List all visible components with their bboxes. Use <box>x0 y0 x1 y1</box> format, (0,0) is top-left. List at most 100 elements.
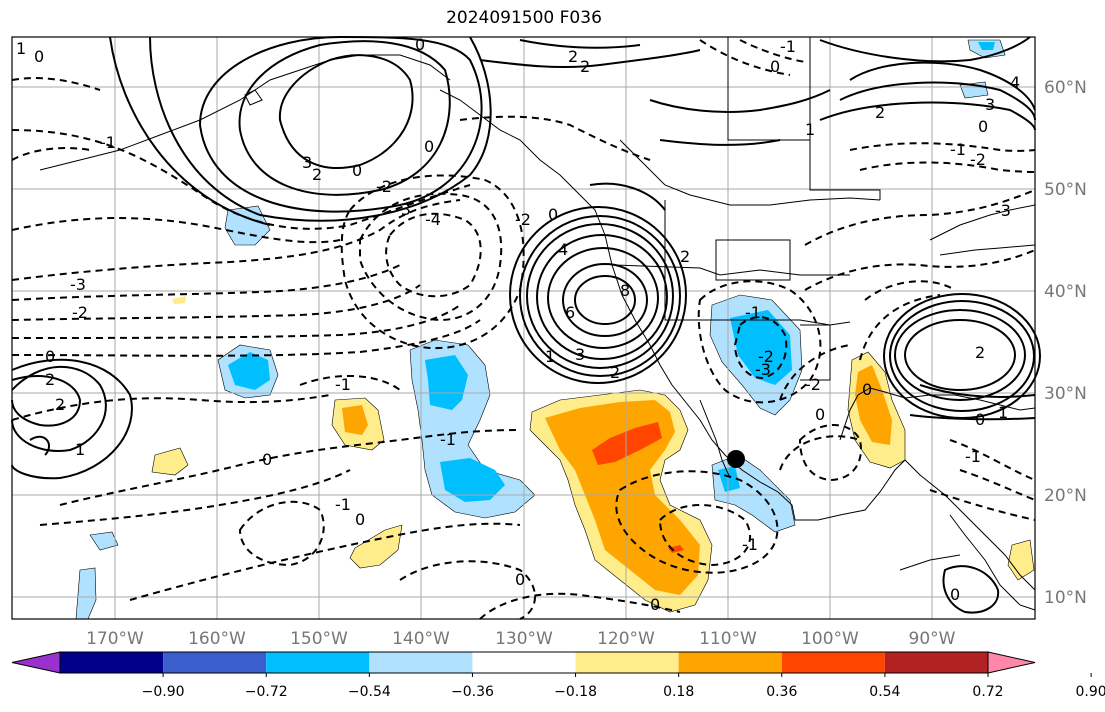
contour-label: 6 <box>565 303 575 322</box>
colorbar-swatch <box>266 652 370 673</box>
location-marker <box>727 450 745 468</box>
contour-label: 0 <box>355 510 365 529</box>
contour-label: 0 <box>650 595 660 614</box>
contour-label: 3 <box>575 345 585 364</box>
contour-label: 1 <box>75 440 85 459</box>
contour-label: -1 <box>745 303 761 322</box>
contour-label: -2 <box>758 347 774 366</box>
contour-label: 0 <box>424 137 434 156</box>
lat-axis-labels: 60°N 50°N 40°N 30°N 20°N 10°N <box>1044 78 1087 608</box>
contour-label: -3 <box>70 275 86 294</box>
colorbar-extend-low <box>11 651 61 674</box>
contour-label: 0 <box>978 117 988 136</box>
contour-label: -3 <box>755 360 771 379</box>
colorbar-tick-label: −0.72 <box>245 684 288 700</box>
contour-label: 8 <box>620 281 630 300</box>
colorbar-tick-label: 0.54 <box>869 684 900 700</box>
dashed-contours <box>11 39 1036 620</box>
contour-label: 0 <box>862 380 872 399</box>
contour-label: 0 <box>770 57 780 76</box>
contour-label: -1 <box>780 37 796 56</box>
contour-label: 0 <box>415 35 425 54</box>
lat-label: 40°N <box>1044 282 1087 302</box>
contour-label: 3 <box>985 95 995 114</box>
lon-label: 110°W <box>699 629 757 649</box>
contour-label: 1 <box>998 403 1008 422</box>
contour-labels: 0 1 2 2 0 0 -1 3 2 4 0 1 -1 -2 -3 3 2 0 … <box>16 35 1020 614</box>
contour-label: 2 <box>975 343 985 362</box>
colorbar-tick-label: −0.36 <box>451 684 494 700</box>
lon-label: 160°W <box>188 629 246 649</box>
lon-label: 170°W <box>86 629 144 649</box>
lat-label: 10°N <box>1044 588 1087 608</box>
contour-label: 2 <box>55 395 65 414</box>
contour-label: 0 <box>34 47 44 66</box>
lon-label: 100°W <box>801 629 859 649</box>
colorbar-swatch <box>884 652 988 673</box>
lon-label: 120°W <box>597 629 655 649</box>
lat-label: 30°N <box>1044 384 1087 404</box>
contour-label: 2 <box>680 247 690 266</box>
contour-label: 0 <box>548 205 558 224</box>
colorbar-tick-label: 0.36 <box>766 684 797 700</box>
contour-label: 2 <box>568 47 578 66</box>
colorbar-tick-label: −0.54 <box>348 684 391 700</box>
contour-label: 2 <box>312 165 322 184</box>
colorbar-swatch <box>369 652 473 673</box>
contour-label: -2 <box>72 303 88 322</box>
colorbar-tick-label: −0.18 <box>554 684 597 700</box>
colorbar-tick-label: 0.72 <box>972 684 1003 700</box>
contour-label: -2 <box>970 150 986 169</box>
contour-label: 4 <box>1010 73 1020 92</box>
contour-label: -4 <box>425 210 441 229</box>
contour-label: -3 <box>995 201 1011 220</box>
colorbar-tick-label: 0.18 <box>663 684 694 700</box>
contour-label: 1 <box>805 120 815 139</box>
contour-label: 0 <box>352 161 362 180</box>
contour-label: -2 <box>376 177 392 196</box>
map-border <box>11 36 1036 620</box>
lon-label: 90°W <box>909 629 956 649</box>
colorbar-swatch <box>678 652 782 673</box>
contour-label: 0 <box>975 410 985 429</box>
contour-label: 2 <box>580 57 590 76</box>
map-title: 2024091500 F036 <box>446 8 602 28</box>
lat-label: 50°N <box>1044 180 1087 200</box>
colorbar-tick-label: 0.90 <box>1076 684 1105 700</box>
contour-label: 0 <box>950 585 960 604</box>
contour-label: -3 <box>395 200 411 219</box>
contour-label: 3 <box>302 153 312 172</box>
contour-label: -1 <box>965 447 981 466</box>
contour-label: -1 <box>100 133 116 152</box>
contour-label: -1 <box>335 375 351 394</box>
contour-label: 1 <box>16 39 26 58</box>
colorbar-swatch <box>163 652 267 673</box>
lon-label: 150°W <box>290 629 348 649</box>
lon-label: 140°W <box>392 629 450 649</box>
colorbar-swatch <box>60 652 164 673</box>
contour-label: -1 <box>335 495 351 514</box>
contour-label: -2 <box>805 375 821 394</box>
colorbar-swatch <box>472 652 576 673</box>
contour-label: 0 <box>515 570 525 589</box>
map-panel: 0 1 2 2 0 0 -1 3 2 4 0 1 -1 -2 -3 3 2 0 … <box>11 35 1041 620</box>
contour-label: -2 <box>515 210 531 229</box>
contour-label: 4 <box>558 240 568 259</box>
contour-label: 0 <box>262 450 272 469</box>
colorbar-swatch <box>575 652 679 673</box>
lat-label: 20°N <box>1044 486 1087 506</box>
contour-label: 2 <box>45 370 55 389</box>
solid-contours <box>11 35 1041 614</box>
contour-label: 2 <box>610 363 620 382</box>
contour-label: -1 <box>950 140 966 159</box>
colorbar-extend-high <box>987 651 1036 674</box>
colorbar-swatch <box>781 652 885 673</box>
lon-label: 130°W <box>495 629 553 649</box>
contour-label: -1 <box>440 430 456 449</box>
contour-label: 0 <box>45 347 55 366</box>
coastlines <box>39 37 1036 611</box>
contour-label: 0 <box>815 405 825 424</box>
contour-label: 1 <box>545 347 555 366</box>
lon-axis-labels: 170°W 160°W 150°W 140°W 130°W 120°W 110°… <box>86 629 956 649</box>
